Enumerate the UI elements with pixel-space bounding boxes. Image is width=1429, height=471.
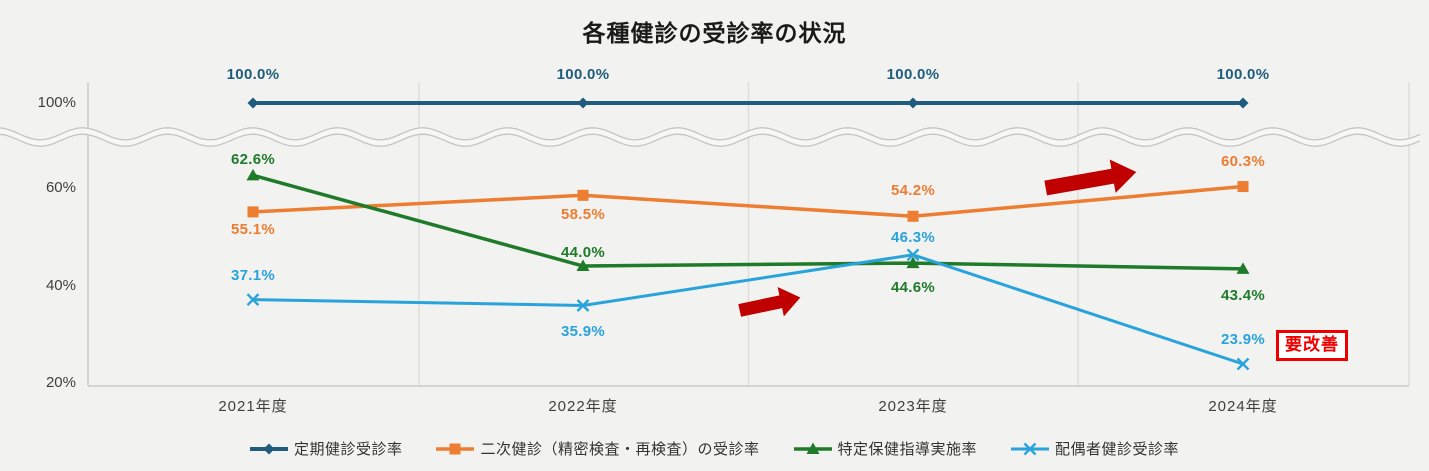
series-line-3	[251, 173, 1245, 271]
data-label-series1-pt3: 100.0%	[886, 66, 940, 83]
axis-break-wave-top	[0, 127, 1421, 141]
y-tick-label: 40%	[45, 277, 76, 294]
needs-improvement-badge: 要改善	[1276, 330, 1348, 361]
marker-square	[247, 206, 259, 218]
marker-triangle	[1236, 262, 1250, 274]
x-axis-label: 2021年度	[218, 398, 288, 415]
legend-item-series4[interactable]: 配偶者健診受診率	[1011, 438, 1179, 459]
marker-diamond	[577, 97, 589, 109]
series-line-4	[251, 253, 1245, 366]
legend-marker-square-icon	[436, 443, 475, 454]
data-label-series3-pt2: 44.0%	[560, 244, 606, 261]
x-axis-label: 2022年度	[548, 398, 618, 415]
legend-label: 定期健診受診率	[293, 441, 403, 458]
y-tick-label: 60%	[45, 179, 76, 196]
marker-x	[1023, 442, 1037, 455]
marker-square	[577, 189, 589, 201]
legend-item-series3[interactable]: 特定保健指導実施率	[793, 438, 978, 459]
data-label-series2-pt3: 54.2%	[890, 182, 936, 200]
data-label-series2-pt1: 55.1%	[230, 220, 276, 238]
data-label-series4-pt1: 37.1%	[230, 266, 276, 284]
marker-x	[246, 293, 260, 306]
data-label-series3-pt1: 62.6%	[230, 151, 276, 169]
legend-item-series1[interactable]: 定期健診受診率	[249, 438, 403, 459]
marker-diamond	[263, 443, 275, 454]
marker-triangle	[806, 442, 819, 454]
chart-legend: 定期健診受診率 二次健診（精密検査・再検査）の受診率 特定保健指導実施率 配偶者健診受…	[0, 438, 1429, 459]
y-tick-label: 20%	[45, 374, 76, 391]
legend-marker-x-icon	[1011, 442, 1050, 455]
marker-x	[1236, 357, 1250, 371]
x-axis-label: 2023年度	[878, 398, 948, 415]
trend-up-arrow	[738, 287, 801, 317]
data-label-series4-pt4: 23.9%	[1220, 330, 1266, 348]
marker-square	[907, 210, 919, 222]
data-label-series1-pt2: 100.0%	[556, 66, 610, 83]
marker-diamond	[1237, 97, 1249, 109]
axis-break-band	[0, 127, 1422, 147]
marker-diamond	[907, 97, 919, 109]
data-label-series4-pt3: 46.3%	[890, 228, 936, 246]
legend-marker-triangle-icon	[793, 442, 832, 454]
legend-item-series2[interactable]: 二次健診（精密検査・再検査）の受診率	[436, 438, 759, 459]
marker-square	[449, 443, 461, 454]
y-tick-label: 100%	[37, 94, 76, 111]
data-label-series2-pt2: 58.5%	[560, 206, 606, 224]
marker-x	[906, 248, 920, 262]
legend-label: 配偶者健診受診率	[1055, 441, 1180, 458]
legend-label: 特定保健指導実施率	[837, 441, 978, 458]
data-label-series3-pt4: 43.4%	[1220, 286, 1266, 304]
data-label-series1-pt4: 100.0%	[1216, 66, 1270, 83]
trend-up-arrow	[1044, 159, 1137, 196]
chart-title: 各種健診の受診率の状況	[582, 20, 847, 46]
marker-diamond	[247, 97, 259, 109]
marker-x	[576, 299, 590, 312]
series-line-2	[251, 184, 1245, 219]
marker-triangle	[576, 259, 590, 271]
data-label-series1-pt1: 100.0%	[226, 66, 280, 83]
data-label-series4-pt2: 35.9%	[560, 323, 606, 341]
data-label-series3-pt3: 44.6%	[890, 279, 936, 297]
marker-triangle	[906, 256, 920, 269]
data-label-series2-pt4: 60.3%	[1220, 152, 1266, 170]
x-axis-label: 2024年度	[1208, 398, 1278, 415]
marker-triangle	[246, 168, 260, 181]
marker-square	[1237, 181, 1249, 193]
legend-marker-diamond-icon	[249, 443, 288, 454]
legend-label: 二次健診（精密検査・再検査）の受診率	[480, 441, 760, 458]
axis-break-wave-bottom	[0, 133, 1421, 147]
